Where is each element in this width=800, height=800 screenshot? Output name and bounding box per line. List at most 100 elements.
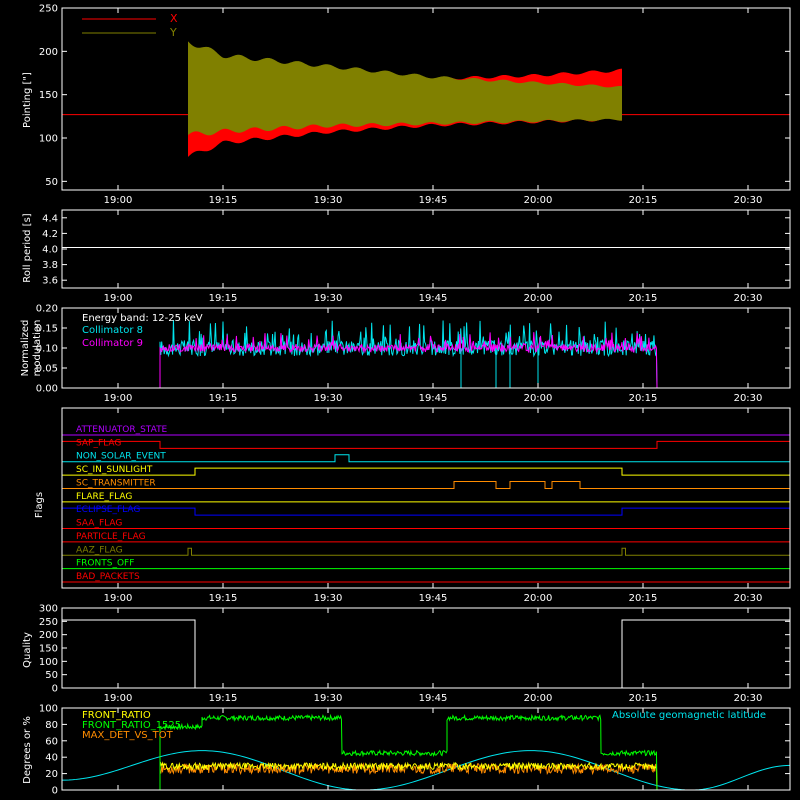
y-tick-label: 60 [45,736,58,747]
flag-line-sc-in-sunlight [62,467,790,476]
time-tick-label: 20:30 [734,195,763,206]
y-tick-label: 4.0 [42,245,58,256]
y-tick-label: 200 [39,630,58,641]
collimator9-legend: Collimator 9 [82,338,143,349]
legend-y-label: Y [169,26,177,39]
time-tick-label: 19:15 [209,195,238,206]
time-tick-label: 19:30 [314,195,343,206]
quality-ylabel: Quality [22,632,33,668]
degrees-ylabel: Degrees or % [22,716,33,784]
front-ratio-legend: FRONT_RATIO [82,710,151,721]
flag-label-aaz-flag: AAZ_FLAG [76,545,123,555]
y-tick-label: 3.6 [42,276,58,287]
legend-x-label: X [170,12,178,25]
time-tick-label: 20:15 [629,195,658,206]
y-tick-label: 80 [45,720,58,731]
y-tick-label: 100 [39,704,58,715]
geomag-latitude-label: Absolute geomagnetic latitude [612,710,766,721]
y-tick-label: 40 [45,753,58,764]
y-tick-label: 150 [39,90,58,101]
time-tick-label: 19:30 [314,293,343,304]
flag-label-particle-flag: PARTICLE_FLAG [76,532,146,542]
y-tick-label: 0.00 [36,384,58,395]
time-tick-label: 20:15 [629,393,658,404]
y-tick-label: 0.20 [36,304,58,315]
time-tick-label: 19:00 [104,693,133,704]
time-tick-label: 20:30 [734,593,763,604]
time-tick-label: 19:45 [419,293,448,304]
flag-label-sc-in-sunlight: SC_IN_SUNLIGHT [76,465,153,475]
time-tick-label: 20:30 [734,393,763,404]
y-tick-label: 100 [39,134,58,145]
time-tick-label: 20:00 [524,693,553,704]
modulation-ylabel-line2: modulation [32,320,43,377]
pointing-y-envelope [188,41,622,136]
panel-frame-6 [61,707,791,791]
y-tick-label: 4.4 [42,213,58,224]
flags-panel: Flags ATTENUATOR_STATE SAP_FLAG NON_SOLAR_… [34,408,791,604]
time-tick-label: 19:45 [419,195,448,206]
y-tick-label: 100 [39,657,58,668]
y-tick-label: 250 [39,617,58,628]
flag-line-non-solar-event [62,454,790,463]
pointing-legend: X Y [82,12,178,39]
time-tick-label: 20:30 [734,693,763,704]
time-tick-label: 19:30 [314,693,343,704]
panel-frame-1 [61,7,791,191]
quality-panel: Quality 19:00 19:15 19:30 19:45 20:00 20:15 20… [22,604,790,704]
y-tick-label: 0.15 [36,324,58,335]
modulation-ylabel-line1: Normalized [20,320,31,377]
pointing-panel: Pointing ["] 19:00 19:15 19:30 19:45 20:00 20… [22,4,790,206]
time-tick-label: 19:00 [104,593,133,604]
geomagnetic-latitude-line [61,750,791,791]
time-tick-label: 19:45 [419,393,448,404]
y-tick-label: 4.2 [42,229,58,240]
flag-line-eclipse-flag [61,507,791,516]
time-tick-label: 19:00 [104,293,133,304]
front-ratio-1525-line [159,713,658,791]
flag-line-sc-transmitter [62,480,790,489]
time-tick-label: 20:00 [524,293,553,304]
flag-label-sc-transmitter: SC_TRANSMITTER [76,478,156,488]
y-tick-label: 50 [45,177,58,188]
y-tick-label: 250 [39,4,58,15]
time-tick-label: 20:00 [524,593,553,604]
y-tick-label: 0.10 [36,344,58,355]
time-tick-label: 20:00 [524,393,553,404]
collimator8-legend: Collimator 8 [82,325,143,336]
max-det-legend: MAX_DET_VS_TOT [82,730,174,741]
modulation-panel: Normalized modulation 19:00 19:15 19:30 19:… [20,304,790,404]
time-tick-label: 19:45 [419,593,448,604]
flag-line-aaz-flag [62,547,790,556]
time-tick-label: 19:15 [209,593,238,604]
time-tick-label: 19:00 [104,195,133,206]
y-tick-label: 50 [45,670,58,681]
panel-frame-5 [61,607,791,689]
front-ratio-1525-legend: FRONT_RATIO_1525 [82,720,181,731]
flag-label-eclipse-flag: ECLIPSE_FLAG [76,505,140,515]
y-tick-label: 200 [39,47,58,58]
front-ratio-line [159,761,658,791]
y-tick-label: 300 [39,604,58,615]
time-tick-label: 20:15 [629,593,658,604]
flag-label-saa-flag: SAA_FLAG [76,519,122,529]
y-tick-label: 0.05 [36,364,58,375]
roll-period-panel: Roll period [s] 19:00 19:15 19:30 19:45 20:0… [22,210,790,304]
y-tick-label: 20 [45,769,58,780]
time-tick-label: 19:45 [419,693,448,704]
flags-ylabel: Flags [34,492,45,518]
time-tick-label: 20:15 [629,293,658,304]
time-tick-label: 19:15 [209,393,238,404]
flag-line-sap-flag [61,440,791,449]
degrees-panel: Degrees or % 0 20 40 60 80 100 FRONT_RATIO FR… [22,704,791,797]
time-tick-label: 19:15 [209,293,238,304]
flag-label-sap-flag: SAP_FLAG [76,438,121,448]
time-tick-label: 19:30 [314,593,343,604]
time-tick-label: 19:15 [209,693,238,704]
y-tick-label: 3.8 [42,260,58,271]
y-tick-label: 0 [52,684,58,695]
y-tick-label: 150 [39,644,58,655]
pointing-ylabel: Pointing ["] [22,72,33,128]
